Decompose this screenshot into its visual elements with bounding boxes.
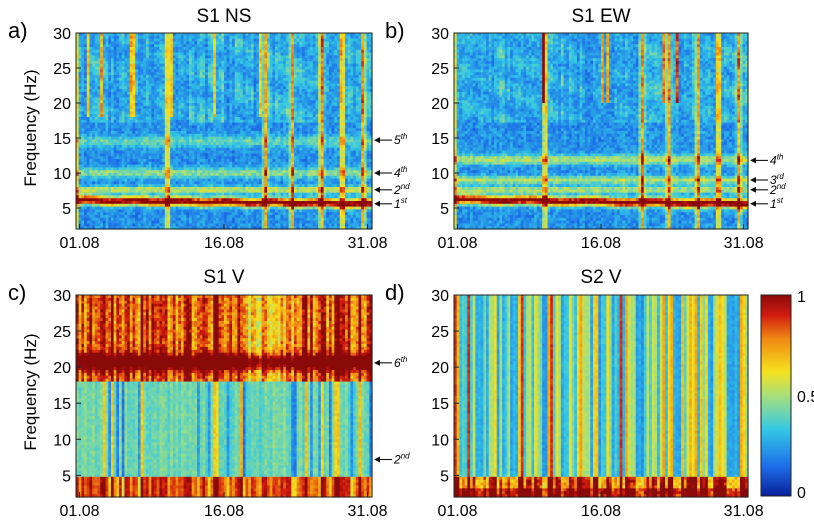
heatmap-1	[76, 33, 373, 230]
